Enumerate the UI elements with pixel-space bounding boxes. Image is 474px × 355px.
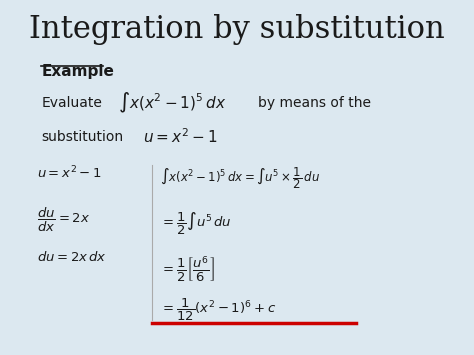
Text: $= \dfrac{1}{12}(x^2-1)^6 + c$: $= \dfrac{1}{12}(x^2-1)^6 + c$ bbox=[160, 296, 277, 323]
Text: $\dfrac{du}{dx} = 2x$: $\dfrac{du}{dx} = 2x$ bbox=[37, 206, 90, 234]
Text: $= \dfrac{1}{2}\int u^5\,du$: $= \dfrac{1}{2}\int u^5\,du$ bbox=[160, 211, 232, 237]
Text: Integration by substitution: Integration by substitution bbox=[29, 14, 445, 45]
Text: $u = x^2 - 1$: $u = x^2 - 1$ bbox=[37, 165, 102, 182]
Text: $\int x(x^2-1)^5\,dx$: $\int x(x^2-1)^5\,dx$ bbox=[118, 91, 226, 115]
Text: by means of the: by means of the bbox=[258, 96, 371, 110]
Text: $\int x(x^2-1)^5\,dx = \int u^5 \times \dfrac{1}{2}\,du$: $\int x(x^2-1)^5\,dx = \int u^5 \times \… bbox=[160, 165, 320, 191]
Text: Evaluate: Evaluate bbox=[41, 96, 102, 110]
Text: substitution: substitution bbox=[41, 130, 123, 143]
Text: $= \dfrac{1}{2}\left[\dfrac{u^6}{6}\right]$: $= \dfrac{1}{2}\left[\dfrac{u^6}{6}\righ… bbox=[160, 254, 215, 284]
Text: $du = 2x\,dx$: $du = 2x\,dx$ bbox=[37, 250, 107, 264]
Text: $u = x^2 - 1$: $u = x^2 - 1$ bbox=[143, 127, 218, 146]
Text: Example: Example bbox=[41, 64, 114, 79]
